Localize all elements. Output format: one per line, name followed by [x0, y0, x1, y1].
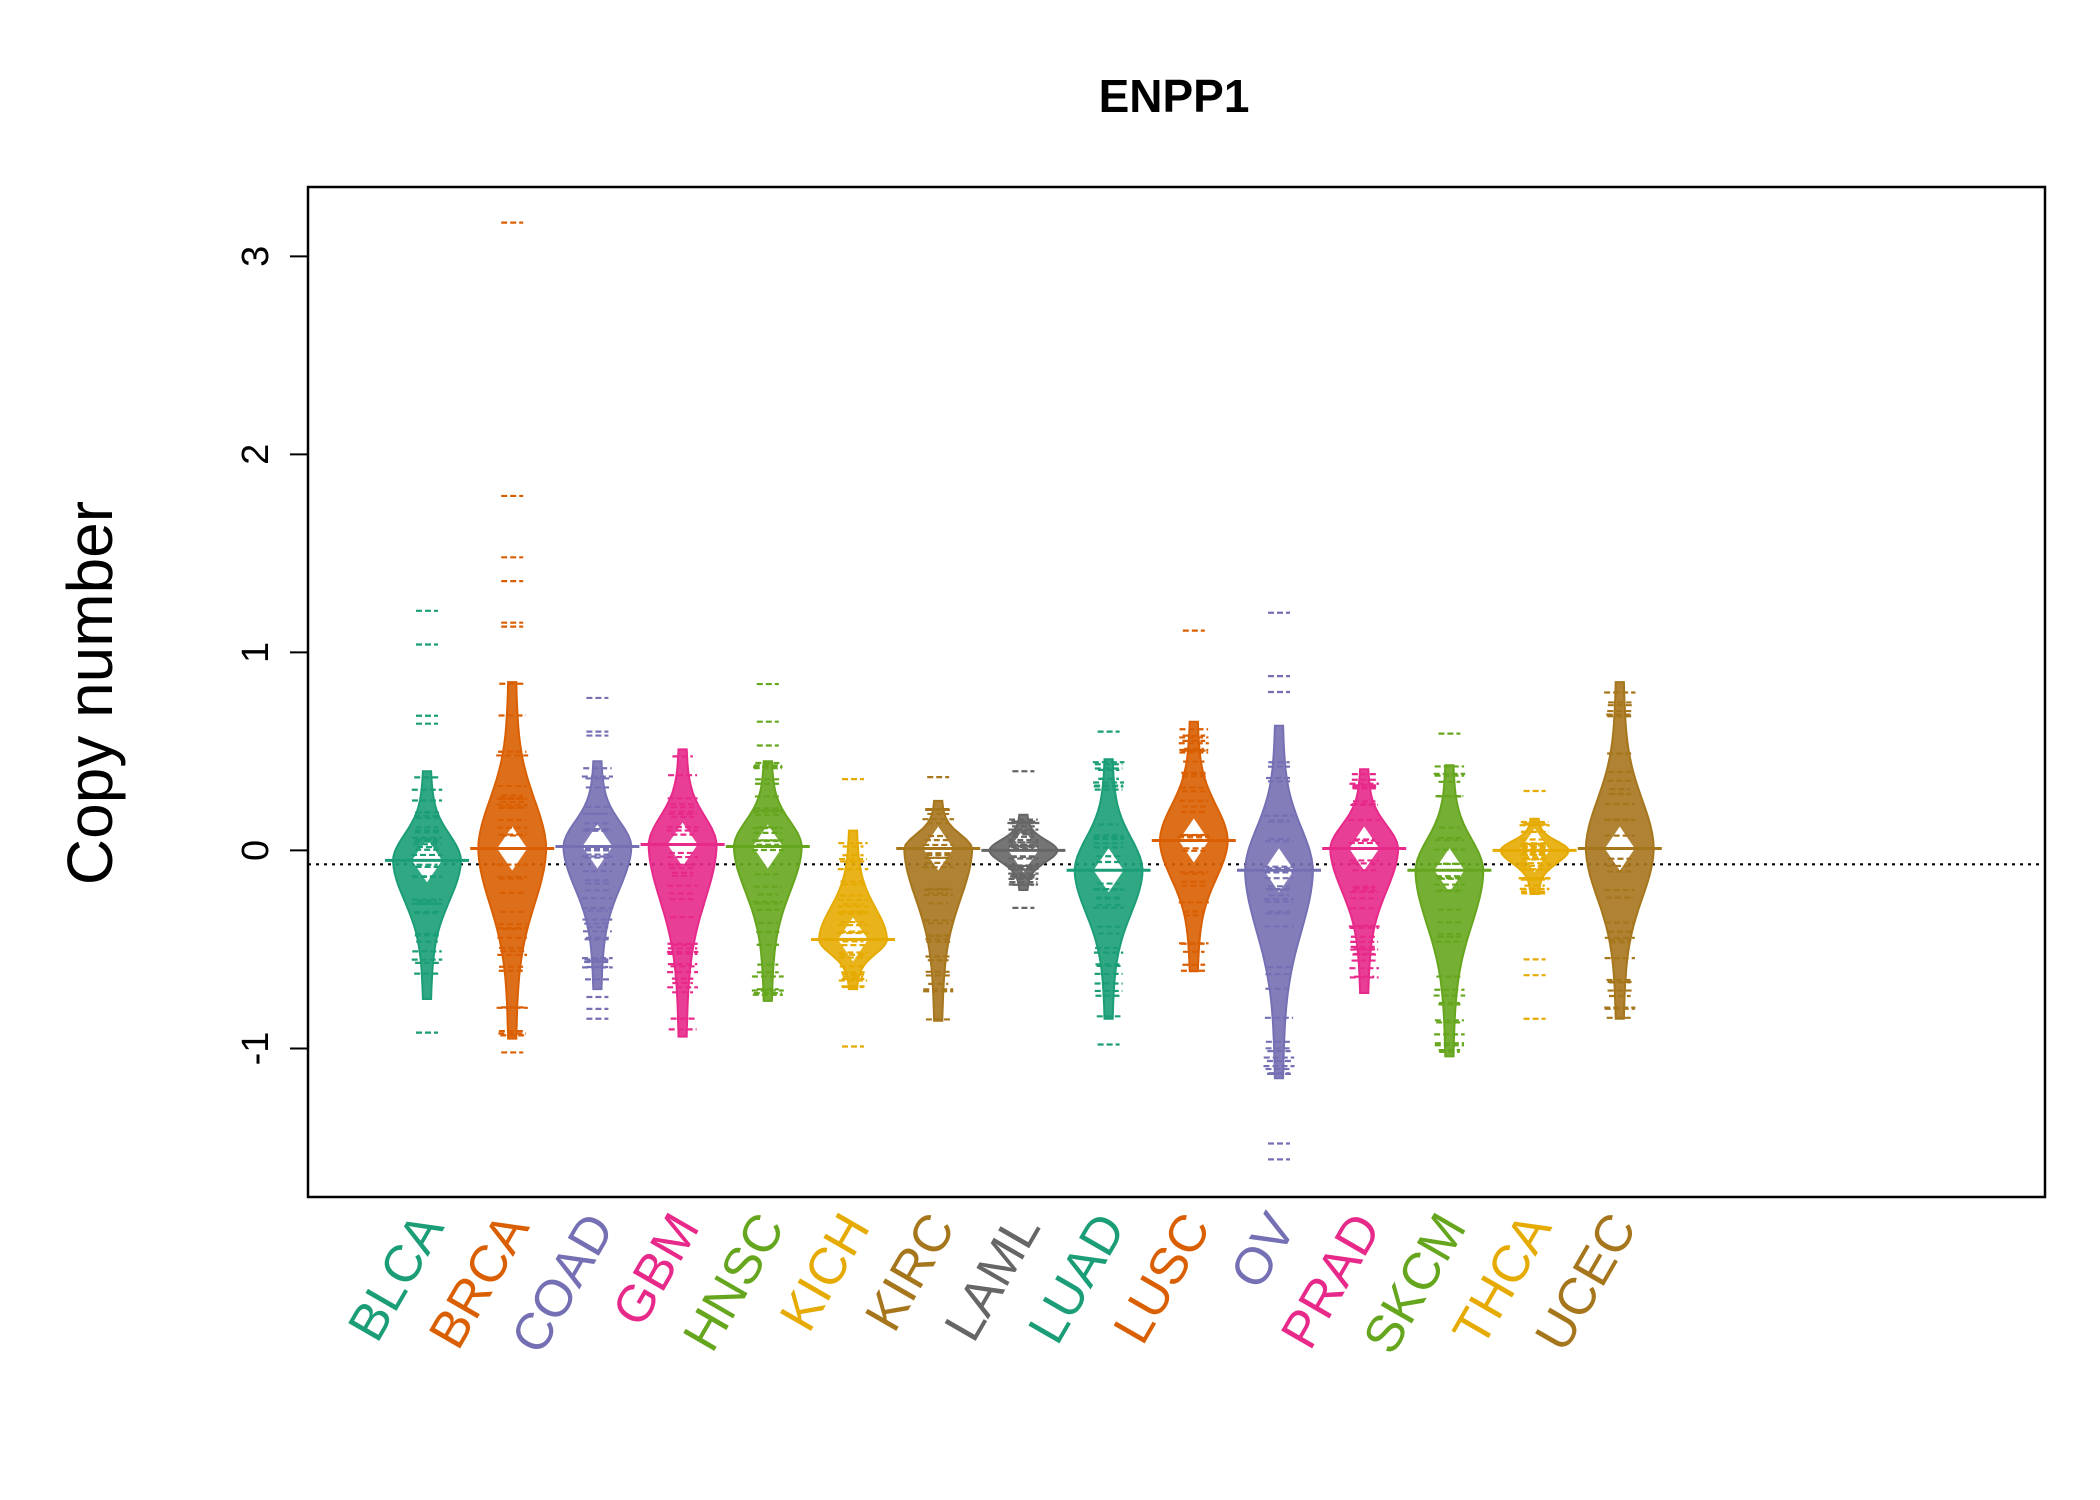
bean-skcm [1407, 732, 1492, 1058]
x-category-label: KICH [769, 1204, 881, 1341]
y-tick-label: 3 [235, 246, 277, 267]
bean-thca [1492, 789, 1577, 1020]
bean-coad [555, 696, 640, 1020]
x-axis: BLCABRCACOADGBMHNSCKICHKIRCLAMLLUADLUSCO… [337, 1204, 1648, 1363]
beans-layer [385, 221, 1662, 1161]
x-category-label: OV [1220, 1204, 1308, 1298]
y-tick-label: 2 [235, 444, 277, 465]
bean-blca [385, 609, 469, 1034]
bean-luad [1066, 730, 1151, 1046]
bean-density [562, 760, 633, 991]
y-tick-label: 1 [235, 642, 277, 663]
y-tick-label: 0 [235, 840, 277, 861]
bean-density [903, 799, 974, 1022]
bean-density [1329, 768, 1400, 994]
bean-kich [811, 778, 895, 1048]
plot-frame [306, 185, 2047, 1199]
plot-border [306, 185, 2047, 1199]
bean-prad [1322, 768, 1407, 994]
bean-ucec [1577, 681, 1662, 1020]
y-tick-label: -1 [235, 1032, 277, 1066]
bean-hnsc [725, 682, 810, 1002]
y-axis-label: Copy number [54, 501, 126, 885]
bean-gbm [640, 748, 725, 1038]
bean-kirc [896, 776, 981, 1022]
bean-brca [470, 221, 555, 1054]
bean-ov [1237, 611, 1321, 1161]
bean-laml [981, 770, 1066, 909]
bean-density [392, 770, 462, 1000]
bean-lusc [1151, 629, 1236, 973]
bean-density [732, 760, 803, 1002]
bean-density [1414, 764, 1485, 1058]
chart-title: ENPP1 [1099, 70, 1250, 122]
